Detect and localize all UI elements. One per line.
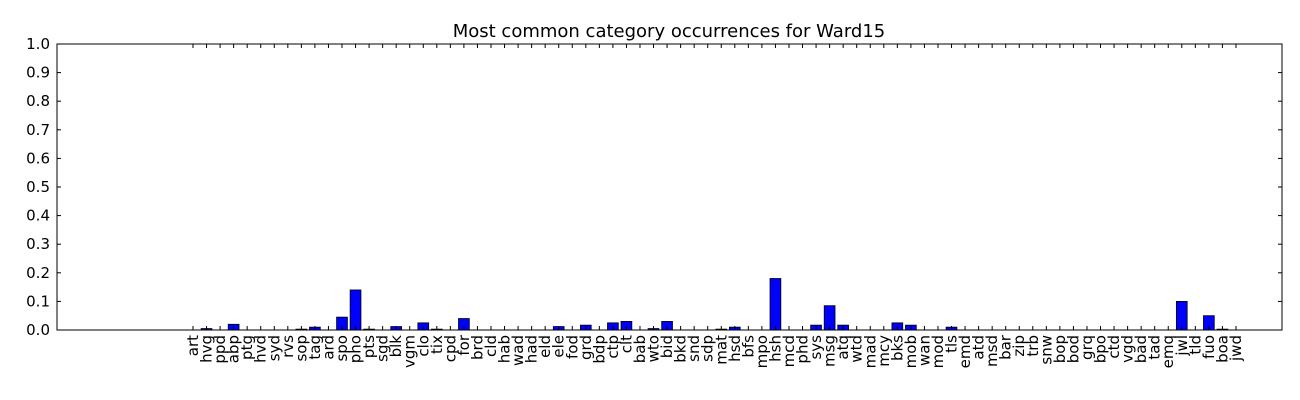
x-tick-label: brd	[468, 335, 486, 360]
x-tick-label: sgd	[374, 335, 392, 362]
x-tick-label: pho	[347, 335, 365, 363]
chart-title: Most common category occurrences for War…	[453, 21, 886, 42]
x-tick-label: grd	[577, 335, 595, 360]
x-tick-label: boa	[1213, 335, 1231, 363]
x-tick-label: bfs	[739, 335, 757, 358]
y-tick-label: 0.6	[26, 149, 50, 167]
x-tick-label: fuo	[1200, 335, 1218, 359]
x-tick-label: hsh	[766, 335, 784, 362]
x-tick-label: mpo	[753, 335, 771, 368]
x-tick-label: mob	[902, 335, 920, 368]
x-tick-label: ppd	[211, 335, 229, 364]
x-tick-label: blk	[387, 335, 405, 358]
x-tick-label: trb	[1024, 335, 1042, 357]
bar	[1175, 300, 1188, 331]
x-tick-label: emd	[956, 335, 974, 368]
x-tick-label: vgd	[1119, 335, 1137, 363]
bar	[769, 278, 782, 331]
x-tick-label: atd	[970, 335, 988, 360]
x-tick-label: wto	[645, 335, 663, 362]
bars	[200, 278, 1229, 331]
x-tick-label: had	[523, 335, 541, 363]
x-tick-label: hvg	[198, 335, 216, 363]
bar	[349, 289, 362, 331]
y-tick-label: 1.0	[26, 35, 50, 53]
x-tick-label: phd	[794, 335, 812, 364]
x-tick-label: sdp	[699, 335, 717, 362]
x-tick-label: bkd	[672, 335, 690, 363]
x-tick-label: bpo	[1092, 335, 1110, 363]
x-tick-label: sop	[292, 335, 310, 362]
x-tick-label: msg	[821, 335, 839, 367]
x-tick-label: wad	[509, 335, 527, 366]
x-tick-label: wan	[915, 335, 933, 366]
x-tick-label: vgm	[401, 335, 419, 368]
x-tick-label: msd	[983, 335, 1001, 367]
x-tick-label: eld	[536, 335, 554, 358]
x-tick-label: mad	[861, 335, 879, 368]
y-tick-label: 0.2	[26, 264, 50, 282]
x-tick-label: pts	[360, 335, 378, 358]
x-tick-label: mcy	[875, 335, 893, 367]
y-tick-label: 0.9	[26, 64, 50, 82]
y-axis-ticks: 0.0 0.1 0.2 0.3 0.4 0.5 0.6 0.7 0.8 0.9 1.0	[26, 35, 1282, 339]
x-tick-label: ctp	[604, 335, 622, 359]
x-tick-label: bod	[1064, 335, 1082, 363]
x-tick-label: ctd	[1105, 335, 1123, 359]
y-tick-label: 0.3	[26, 235, 50, 253]
x-tick-label: fod	[563, 335, 581, 359]
x-tick-label: clo	[414, 335, 432, 357]
x-tick-label: atq	[834, 335, 852, 360]
x-tick-label: bad	[1132, 335, 1150, 363]
x-tick-label: ptg	[238, 335, 256, 360]
x-tick-label: ard	[319, 335, 337, 360]
x-tick-label: jwd	[1227, 335, 1245, 362]
x-tick-label: tls	[943, 335, 961, 353]
x-tick-label: tix	[428, 335, 446, 354]
y-tick-label: 0.1	[26, 292, 50, 310]
x-tick-label: syd	[265, 335, 283, 361]
y-tick-label: 0.4	[26, 207, 50, 225]
x-tick-label: rvs	[279, 335, 297, 358]
x-tick-label: hsd	[726, 335, 744, 362]
x-tick-label: grq	[1078, 335, 1096, 360]
x-tick-label: snd	[685, 335, 703, 362]
y-tick-label: 0.0	[26, 321, 50, 339]
x-tick-label: art	[184, 335, 202, 356]
x-tick-label: zip	[1010, 335, 1028, 357]
x-tick-label: tld	[1186, 335, 1204, 355]
x-tick-label: sys	[807, 335, 825, 360]
x-tick-label: ele	[550, 335, 568, 358]
x-tick-label: bab	[631, 335, 649, 363]
x-tick-label: tad	[1146, 335, 1164, 360]
x-tick-label: bid	[658, 335, 676, 358]
plot-frame	[56, 43, 1283, 331]
x-tick-label: spo	[333, 335, 351, 362]
x-tick-label: emq	[1159, 335, 1177, 368]
x-tick-label: hab	[496, 335, 514, 363]
x-tick-label: bdp	[590, 335, 608, 364]
x-tick-label: clt	[617, 335, 635, 353]
x-tick-label: mcd	[780, 335, 798, 367]
x-axis-ticks: arthvgppdabpptghvdsydrvssoptagardspophop…	[184, 44, 1245, 368]
x-tick-label: cpd	[441, 335, 459, 362]
x-tick-label: mod	[929, 335, 947, 368]
x-tick-label: bks	[888, 335, 906, 361]
y-tick-label: 0.7	[26, 121, 50, 139]
y-tick-label: 0.5	[26, 178, 50, 196]
x-tick-label: hvd	[252, 335, 270, 363]
x-tick-label: bar	[997, 334, 1015, 360]
x-tick-label: abp	[225, 335, 243, 363]
x-tick-label: tag	[306, 335, 324, 360]
x-tick-label: cld	[482, 335, 500, 357]
x-tick-label: snw	[1037, 335, 1055, 365]
x-tick-label: bop	[1051, 335, 1069, 363]
y-tick-label: 0.8	[26, 92, 50, 110]
x-tick-label: wtd	[848, 335, 866, 363]
x-tick-label: jwl	[1173, 335, 1191, 357]
x-tick-label: for	[455, 334, 473, 355]
x-tick-label: mat	[712, 335, 730, 365]
